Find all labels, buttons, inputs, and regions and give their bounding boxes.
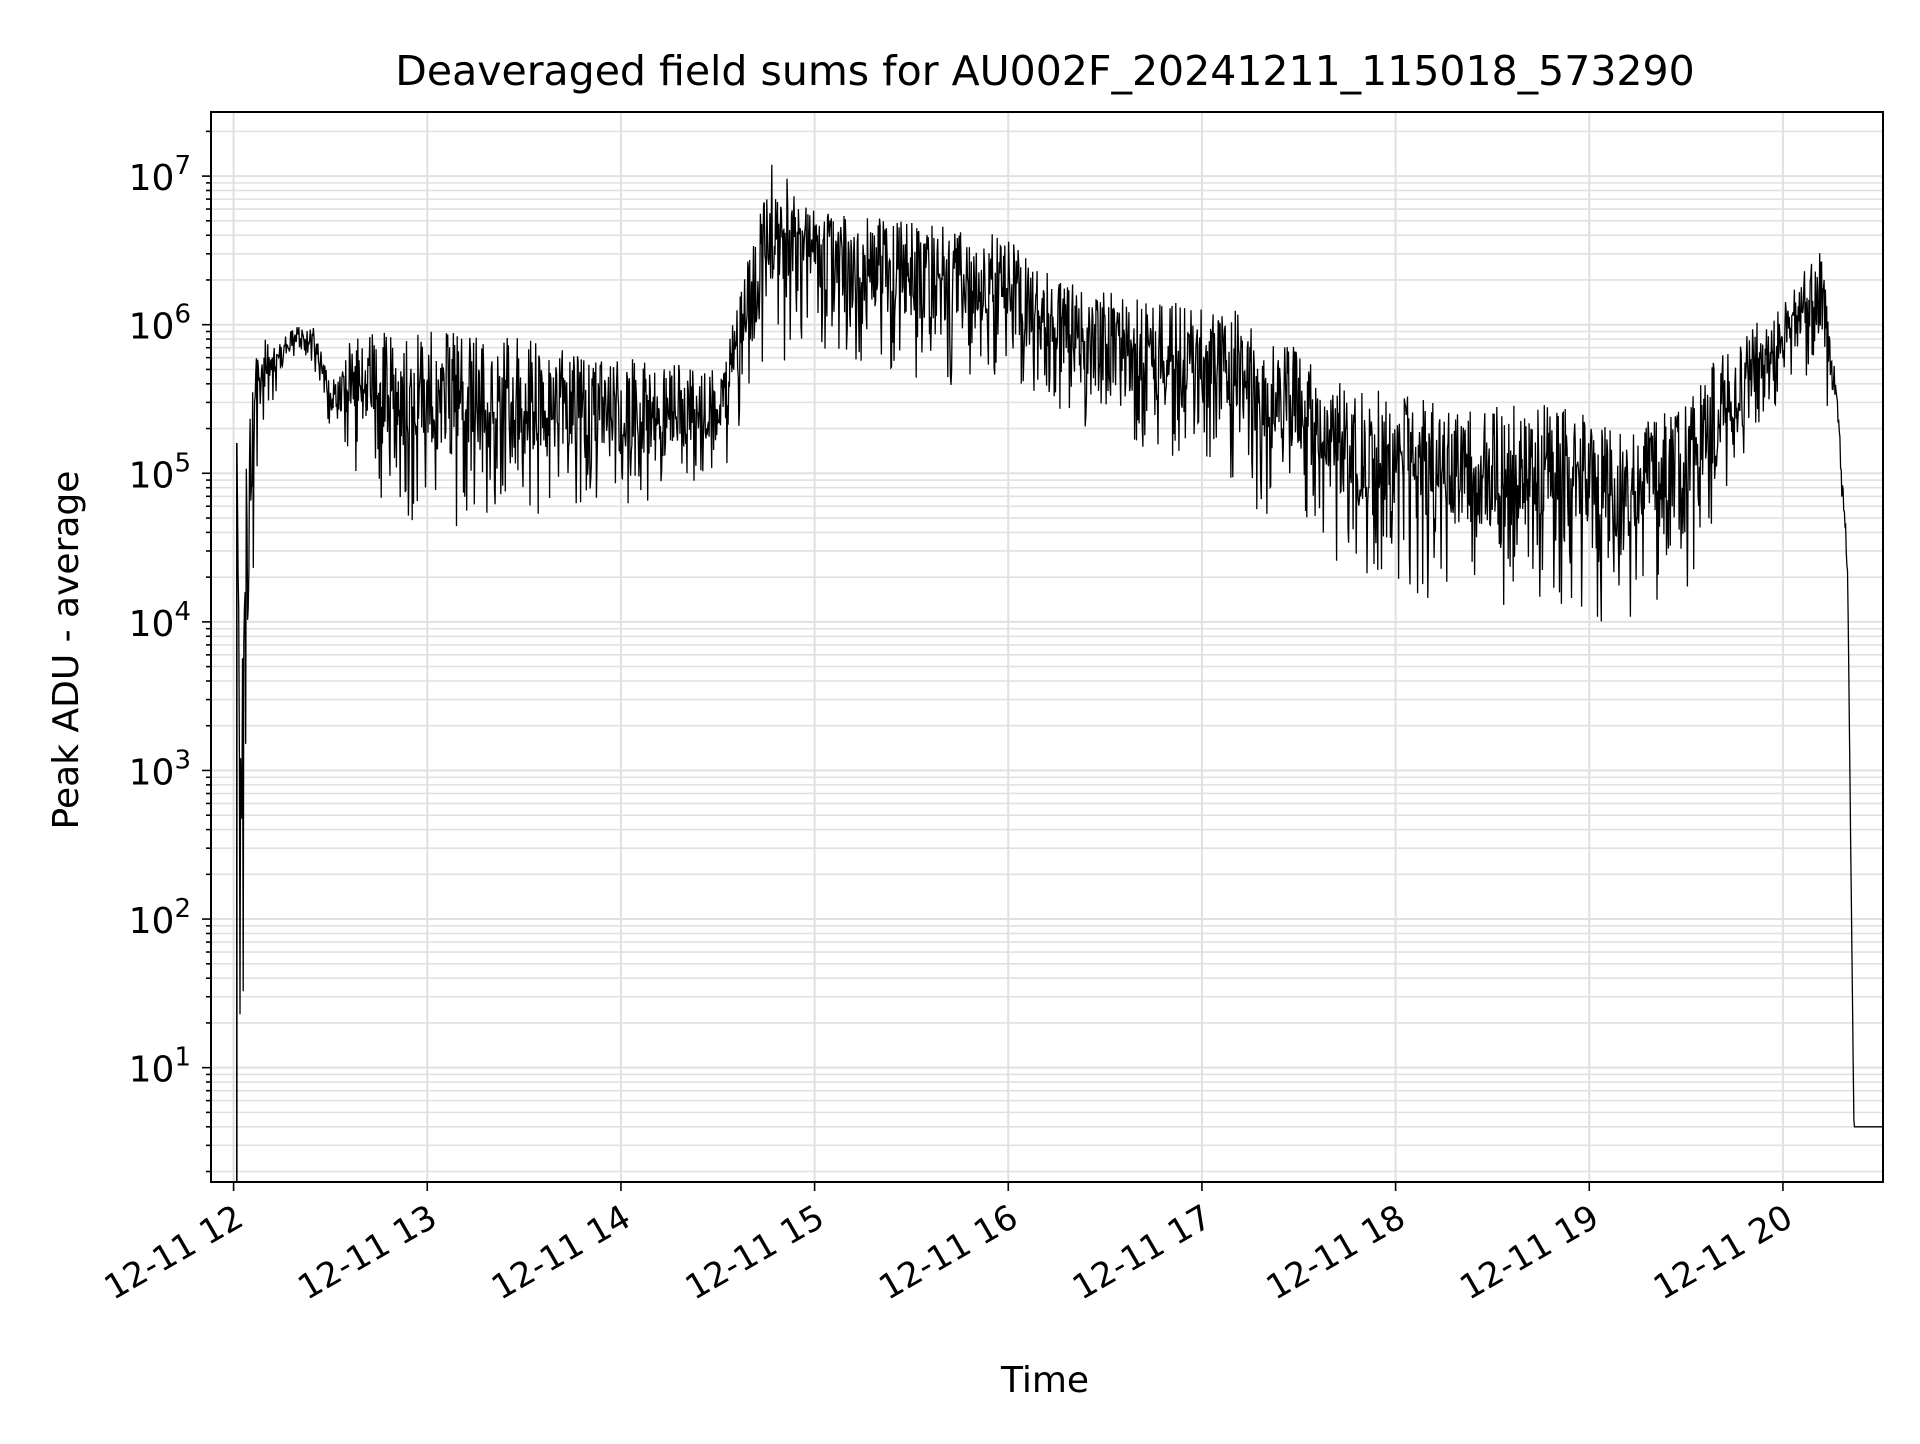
y-tick-exponent: 1 bbox=[174, 1043, 191, 1073]
y-tick-label: 105 bbox=[129, 448, 191, 496]
y-tick-base: 10 bbox=[129, 158, 175, 199]
y-tick-label: 107 bbox=[129, 151, 191, 199]
axes-frame bbox=[210, 111, 1884, 1183]
grid bbox=[211, 112, 1883, 1182]
y-tick-base: 10 bbox=[129, 455, 175, 496]
data-line bbox=[236, 164, 1883, 1182]
y-tick-base: 10 bbox=[129, 752, 175, 793]
series-line bbox=[236, 164, 1883, 1128]
y-tick-base: 10 bbox=[129, 1050, 175, 1091]
y-tick-label: 103 bbox=[129, 745, 191, 793]
chart-title: Deaveraged field sums for AU002F_2024121… bbox=[395, 47, 1694, 95]
y-tick-exponent: 4 bbox=[174, 597, 191, 627]
y-tick-exponent: 2 bbox=[174, 894, 191, 924]
y-tick-label: 104 bbox=[129, 597, 191, 645]
y-tick-label: 101 bbox=[129, 1043, 191, 1091]
y-tick-exponent: 3 bbox=[174, 745, 191, 775]
y-tick-label: 106 bbox=[129, 300, 191, 348]
y-tick-base: 10 bbox=[129, 307, 175, 348]
y-tick-base: 10 bbox=[129, 604, 175, 645]
y-tick-exponent: 7 bbox=[174, 151, 191, 181]
y-tick-label: 102 bbox=[129, 894, 191, 942]
y-tick-exponent: 6 bbox=[174, 300, 191, 330]
y-tick-exponent: 5 bbox=[174, 448, 191, 478]
y-tick-base: 10 bbox=[129, 901, 175, 942]
y-axis-label: Peak ADU - average bbox=[46, 471, 87, 830]
x-axis-label: Time bbox=[1000, 1360, 1089, 1401]
